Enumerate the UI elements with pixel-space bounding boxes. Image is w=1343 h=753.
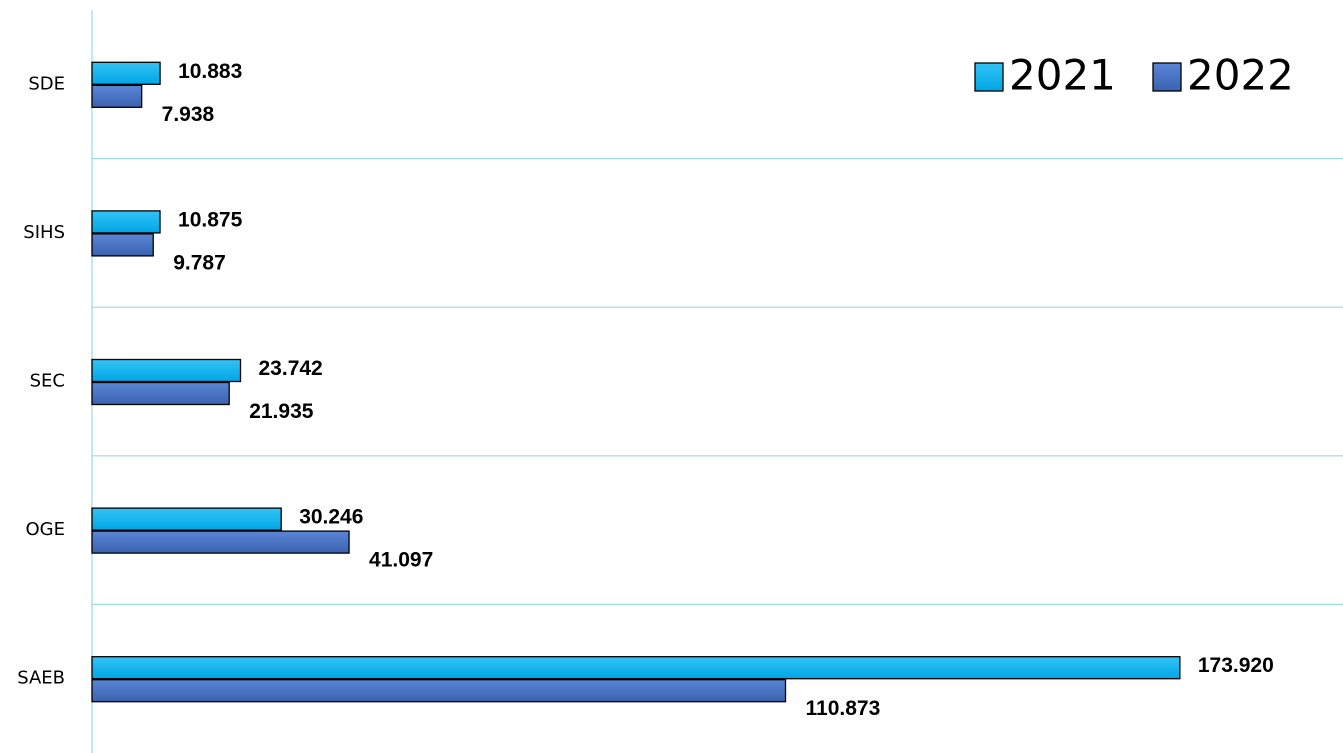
data-label: 173.920: [1198, 654, 1274, 677]
data-label: 10.883: [178, 60, 242, 83]
bar: [91, 381, 230, 406]
y-tick-label: SDE: [28, 73, 65, 94]
bar: [91, 656, 1181, 680]
y-tick-label: OGE: [26, 519, 66, 540]
data-label: 23.742: [259, 357, 323, 380]
data-label: 10.875: [178, 208, 243, 231]
data-label: 30.246: [299, 506, 363, 529]
bar: [91, 679, 787, 703]
bar: [91, 210, 161, 234]
bar: [91, 358, 242, 383]
bar: [91, 507, 282, 531]
data-label: 9.787: [173, 251, 226, 274]
bar: [91, 61, 161, 85]
y-tick-label: SAEB: [17, 668, 65, 689]
data-label: 110.873: [806, 697, 881, 720]
legend-label: 2021: [1009, 51, 1116, 100]
bar: [91, 233, 154, 257]
legend-label: 2022: [1187, 51, 1294, 100]
bar: [91, 84, 143, 108]
legend-swatch: [1152, 62, 1182, 92]
bar: [91, 530, 350, 554]
data-label: 41.097: [369, 549, 433, 572]
data-label: 7.938: [162, 103, 215, 126]
y-tick-label: SEC: [30, 371, 65, 392]
data-label: 21.935: [249, 400, 314, 423]
legend-swatch: [974, 62, 1004, 92]
y-tick-label: SIHS: [23, 222, 65, 243]
